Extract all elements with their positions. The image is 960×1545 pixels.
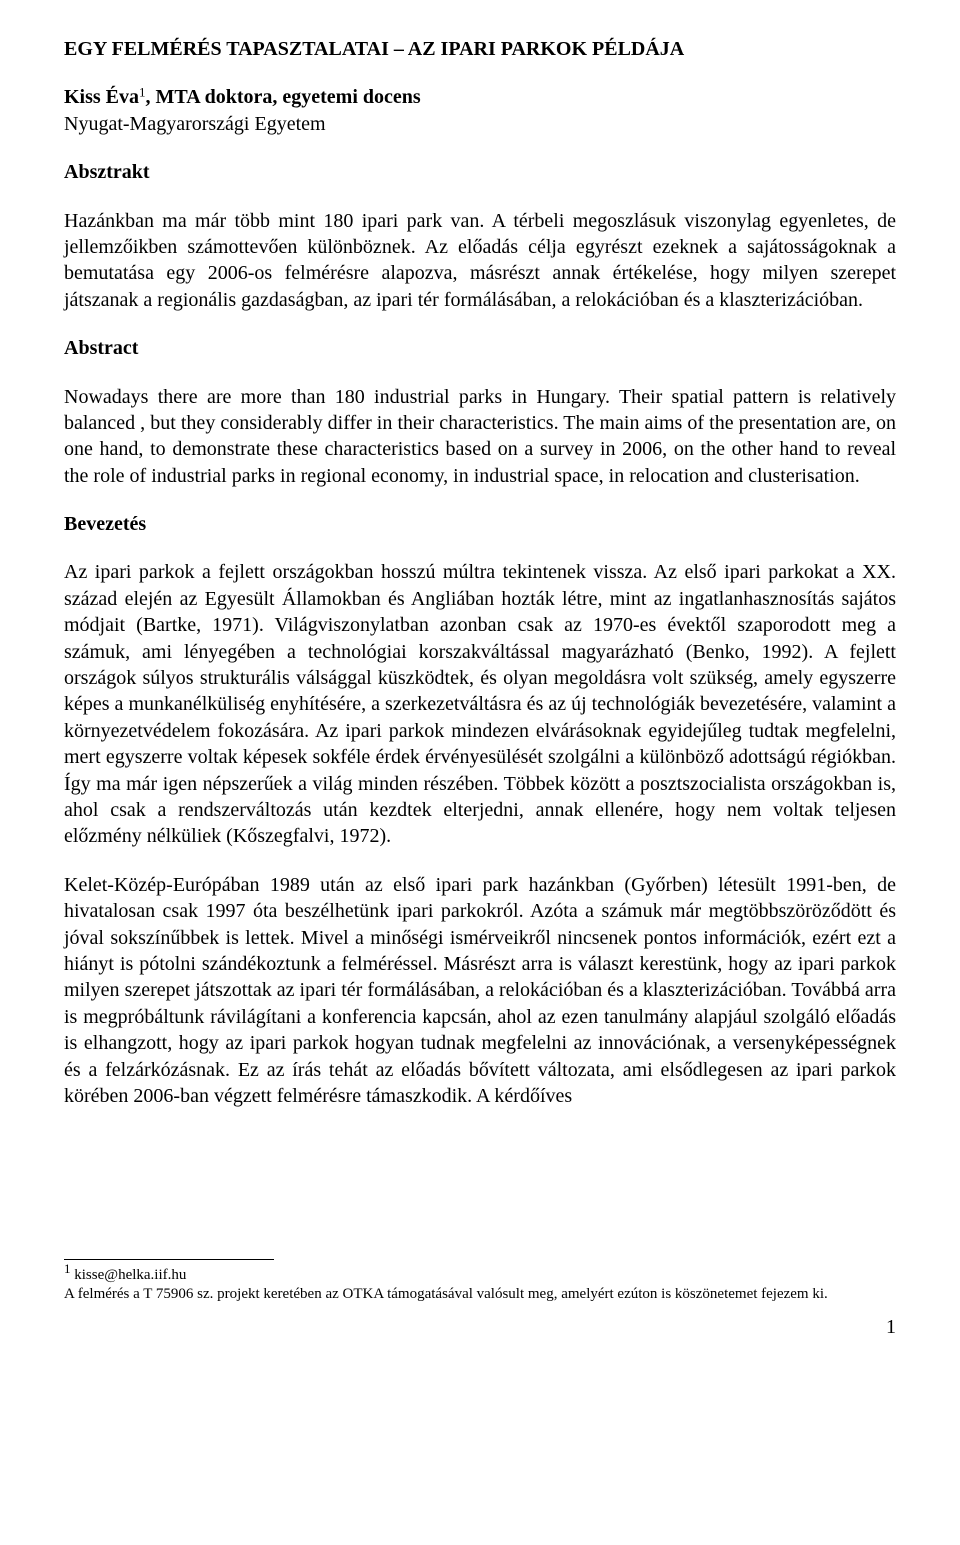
absztrakt-paragraph: Hazánkban ma már több mint 180 ipari par…: [64, 208, 896, 314]
footnote-line-1: 1 kisse@helka.iif.hu: [64, 1266, 896, 1285]
heading-abstract: Abstract: [64, 335, 896, 361]
bevezetes-paragraph-1: Az ipari parkok a fejlett országokban ho…: [64, 559, 896, 849]
author-block: Kiss Éva1, MTA doktora, egyetemi docens: [64, 84, 896, 110]
footnote-separator: [64, 1259, 274, 1260]
document-title: EGY FELMÉRÉS TAPASZTALATAI – AZ IPARI PA…: [64, 36, 896, 62]
page-number: 1: [64, 1314, 896, 1340]
footnote-line-2: A felmérés a T 75906 sz. projekt keretéb…: [64, 1285, 896, 1304]
abstract-paragraph: Nowadays there are more than 180 industr…: [64, 384, 896, 490]
author-name: Kiss Éva: [64, 86, 139, 108]
footnote-email: kisse@helka.iif.hu: [71, 1267, 187, 1283]
author-titles: , MTA doktora, egyetemi docens: [146, 86, 421, 108]
heading-absztrakt: Absztrakt: [64, 159, 896, 185]
heading-bevezetes: Bevezetés: [64, 511, 896, 537]
affiliation: Nyugat-Magyarországi Egyetem: [64, 111, 896, 137]
bevezetes-paragraph-2: Kelet-Közép-Európában 1989 után az első …: [64, 872, 896, 1110]
